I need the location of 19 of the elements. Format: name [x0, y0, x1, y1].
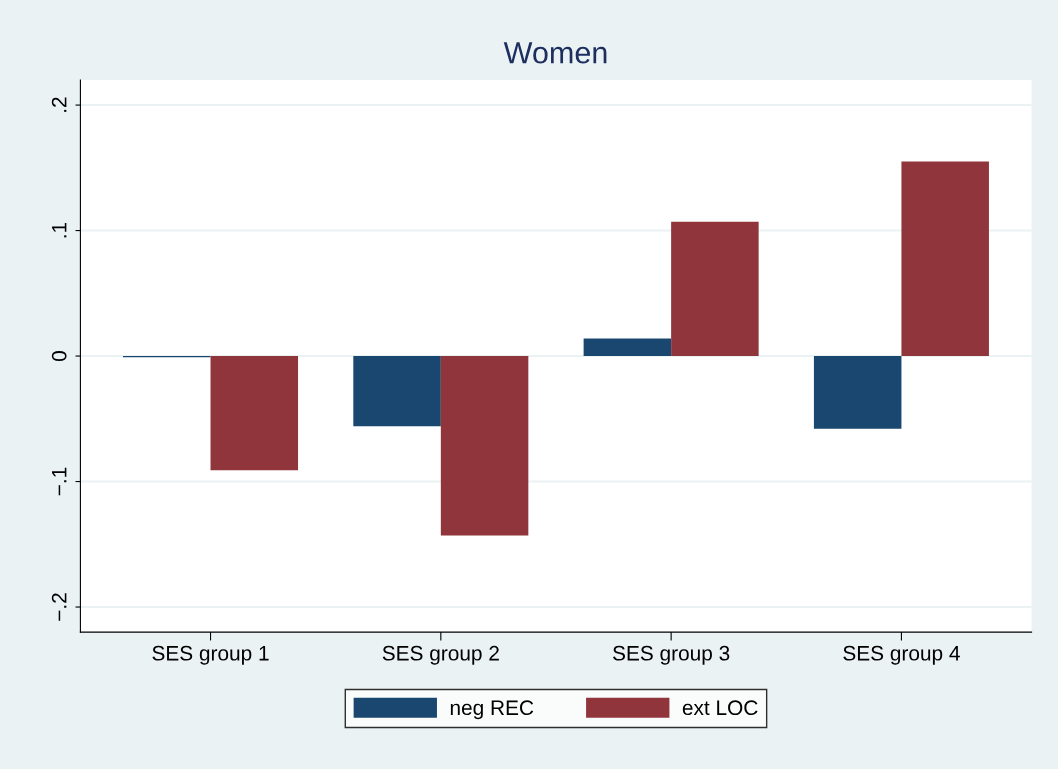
y-tick-label: 0 [51, 351, 67, 362]
chart-title: Women [503, 42, 607, 64]
x-tick-label: SES group 2 [382, 645, 499, 665]
x-tick-label: SES group 4 [843, 645, 960, 665]
y-tick-label: −.1 [52, 467, 67, 496]
bar [901, 161, 989, 357]
y-tick-label: −.2 [51, 593, 67, 621]
bar [353, 356, 441, 427]
bar [583, 338, 672, 357]
bar [440, 356, 529, 536]
bar [210, 356, 299, 471]
bar [813, 356, 902, 429]
x-tick-label: SES group 1 [152, 645, 269, 665]
y-tick-label: .1 [52, 222, 67, 238]
x-tick-label: SES group 3 [613, 645, 730, 665]
legend-label: neg REC [450, 700, 534, 720]
y-tick-label: .2 [51, 97, 67, 112]
legend-label: ext LOC [682, 700, 758, 716]
bar [671, 221, 759, 357]
